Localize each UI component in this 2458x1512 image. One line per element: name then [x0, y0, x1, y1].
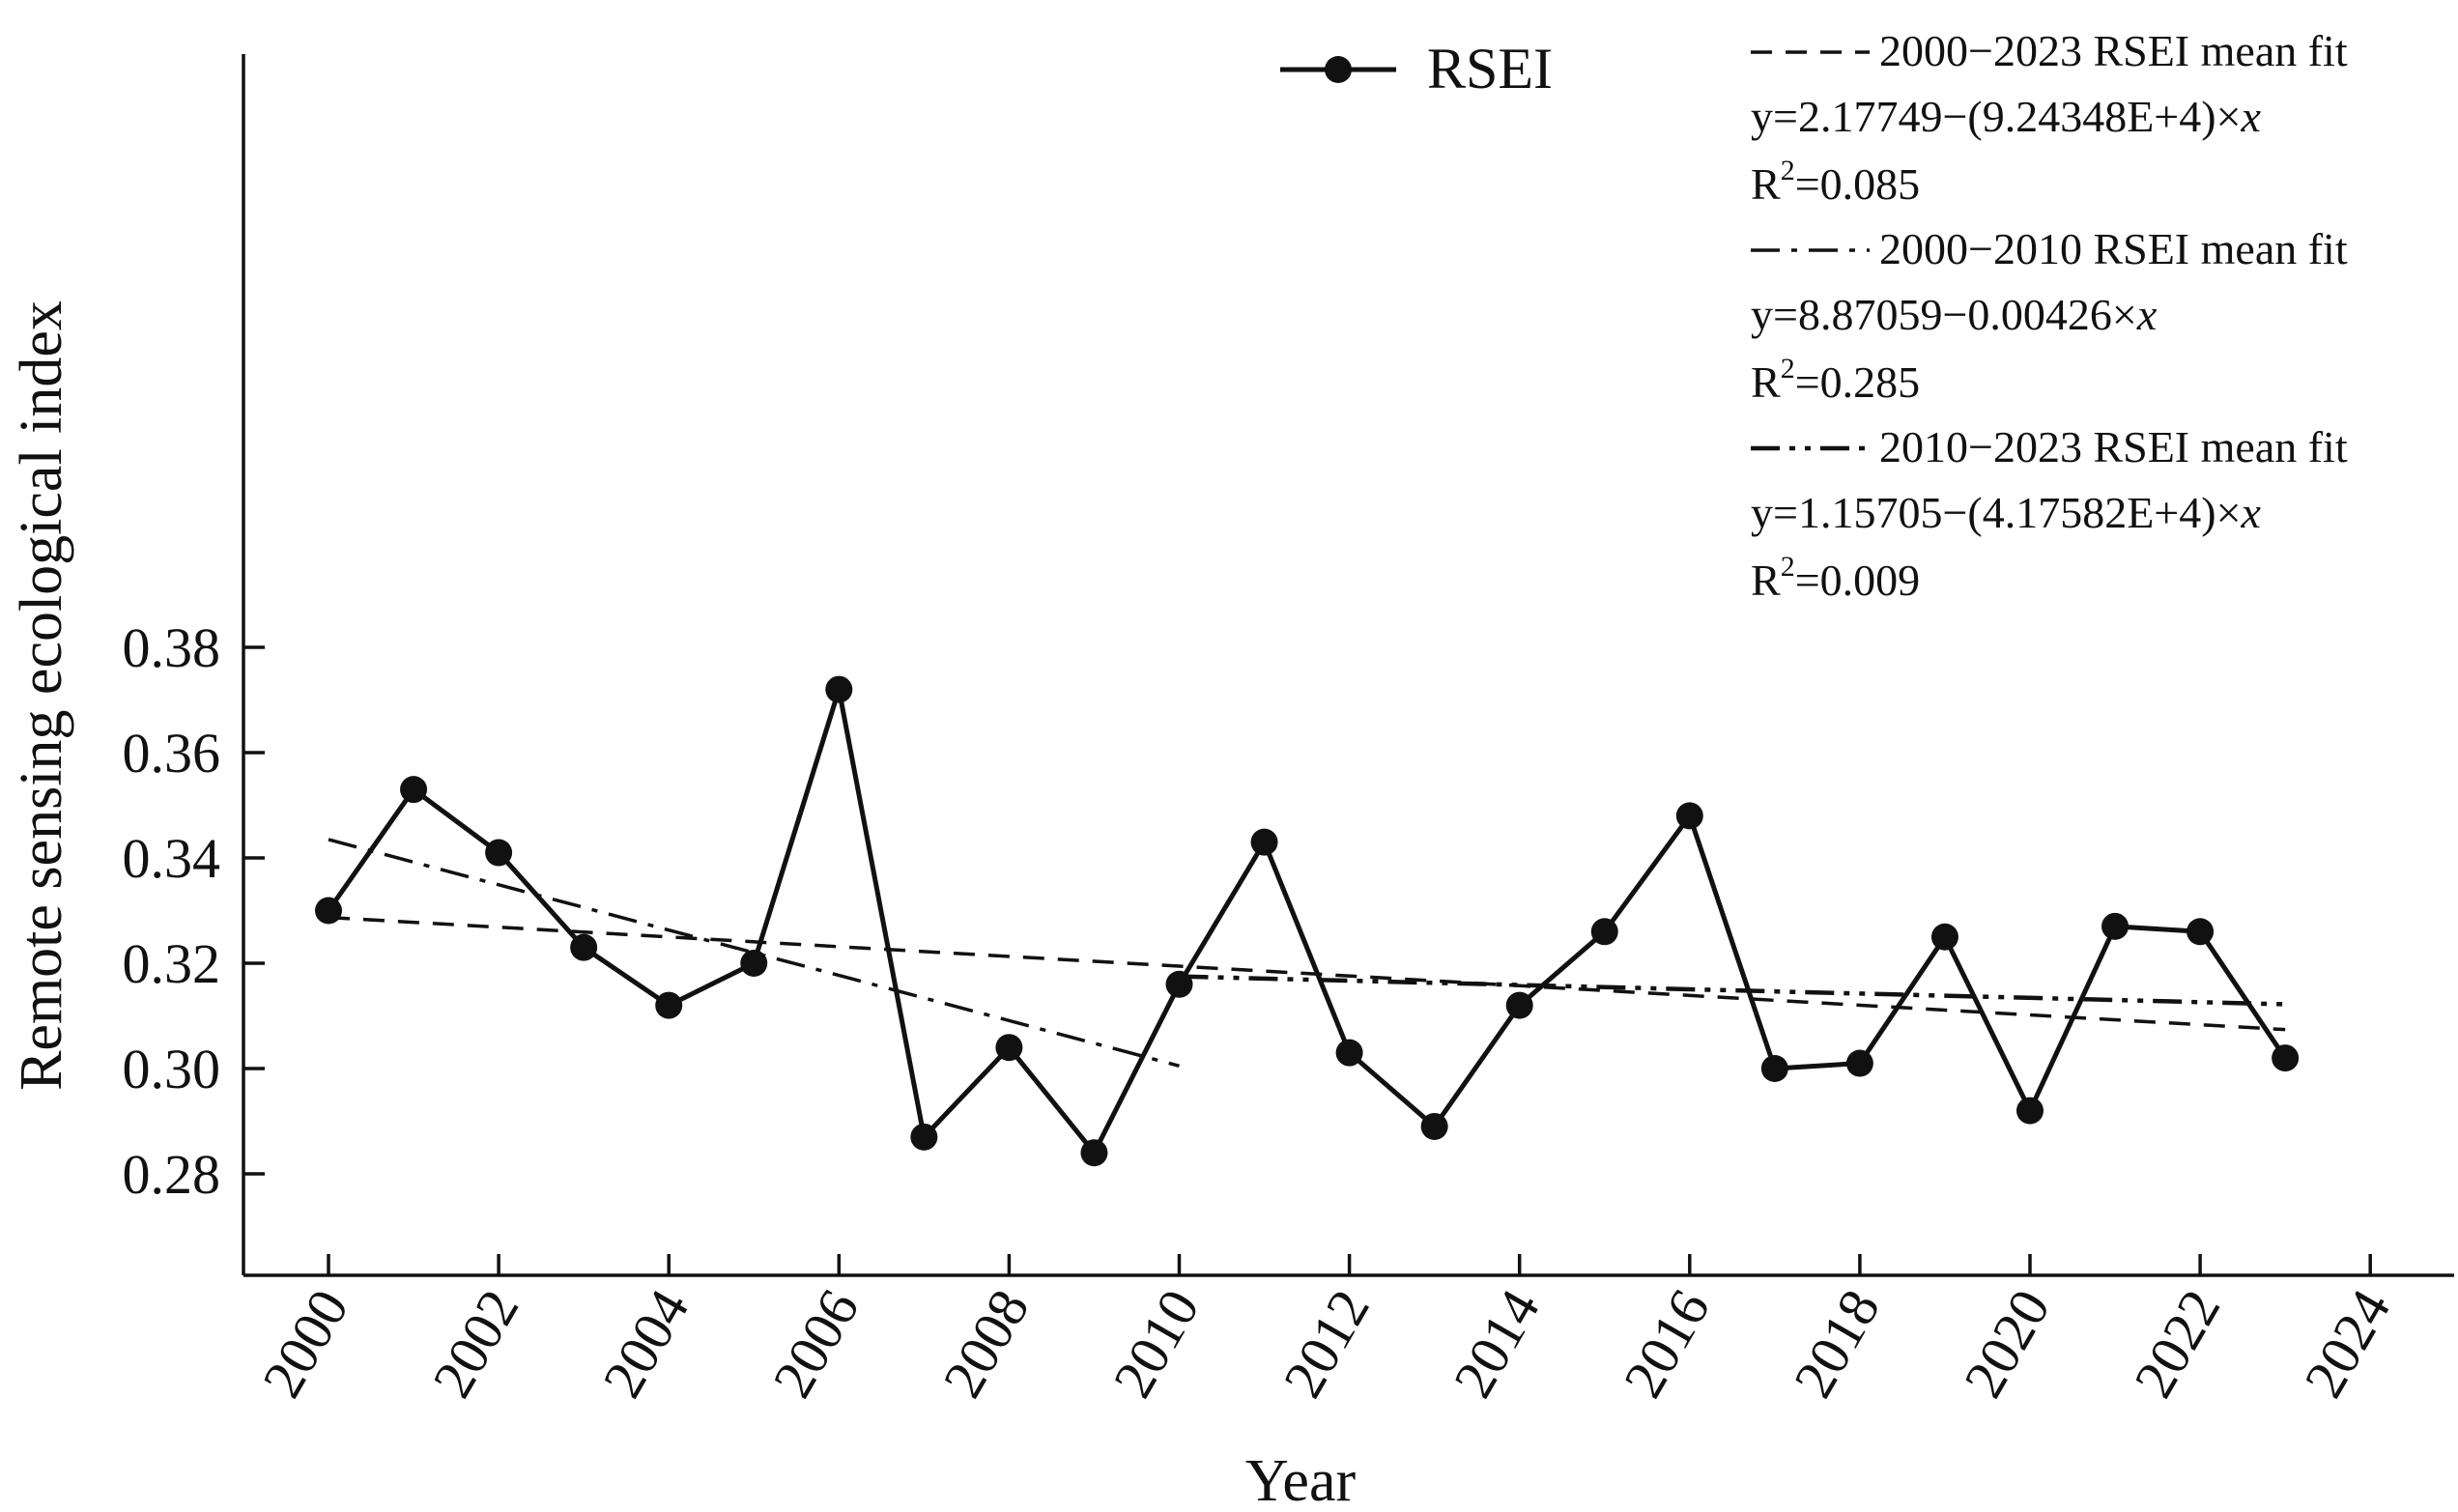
legend-fit-2000-2023-equation: y=2.17749−(9.24348E+4)×x [1751, 92, 2262, 141]
x-tick-label: 2000 [250, 1279, 360, 1408]
x-tick-label: 2018 [1782, 1279, 1892, 1408]
data-point [1760, 1055, 1788, 1082]
x-tick-label: 2006 [760, 1279, 871, 1408]
data-point [740, 950, 768, 977]
rsei-series-line [326, 687, 2288, 1155]
data-point [1675, 802, 1703, 830]
data-point [1505, 991, 1533, 1019]
data-point [995, 1034, 1023, 1062]
data-point [2186, 918, 2215, 946]
legend-fit-2000-2010-equation: y=8.87059−0.00426×x [1751, 290, 2158, 339]
legend-rsei-label: RSEI [1427, 37, 1553, 100]
legend-fit-2010-2023-r2: R2=0.009 [1751, 551, 1920, 605]
fit-line-dash-dot-dot [1179, 974, 2286, 1007]
data-point [1250, 828, 1278, 856]
x-tick-label: 2004 [590, 1279, 700, 1408]
data-point [910, 1123, 938, 1151]
legend: RSEI 2000−2023 RSEI mean fit y=2.17749−(… [1280, 26, 2348, 605]
data-point [1420, 1112, 1448, 1140]
data-point [2272, 1044, 2300, 1072]
legend-fit-2000-2010-r2: R2=0.285 [1751, 353, 1920, 407]
y-tick-label: 0.30 [123, 1038, 221, 1100]
x-tick-label: 2016 [1612, 1279, 1722, 1408]
x-tick-label: 2008 [930, 1279, 1041, 1408]
data-point [2101, 912, 2129, 940]
x-tick-label: 2010 [1100, 1279, 1211, 1408]
x-tick-label: 2002 [420, 1279, 530, 1408]
data-point [1165, 970, 1193, 998]
data-point [655, 991, 683, 1019]
data-point [825, 675, 853, 703]
data-point [2016, 1097, 2044, 1125]
legend-fit-2000-2023-label: 2000−2023 RSEI mean fit [1879, 26, 2348, 75]
x-tick-label: 2020 [1952, 1279, 2062, 1408]
y-tick-label: 0.34 [123, 827, 221, 890]
data-point [485, 839, 513, 867]
legend-fit-2010-2023-label: 2010−2023 RSEI mean fit [1879, 422, 2348, 471]
data-point [400, 776, 428, 804]
data-point [1080, 1139, 1108, 1167]
legend-rsei-marker [1325, 56, 1352, 83]
x-tick-label: 2012 [1272, 1279, 1382, 1408]
data-point [315, 897, 342, 925]
x-tick-label: 2024 [2292, 1279, 2402, 1408]
data-point [1930, 923, 1958, 951]
data-series [315, 675, 2300, 1167]
legend-fit-2000-2010-label: 2000−2010 RSEI mean fit [1879, 224, 2348, 273]
legend-fit-2000-2023-r2: R2=0.085 [1751, 155, 1920, 209]
x-tick-label: 2022 [2122, 1279, 2232, 1408]
legend-fit-2010-2023-equation: y=1.15705−(4.17582E+4)×x [1751, 488, 2262, 537]
y-tick-label: 0.32 [123, 932, 221, 995]
axes [242, 54, 2454, 1277]
y-tick-label: 0.36 [123, 722, 221, 785]
data-point [1845, 1049, 1873, 1077]
fit-line-dashed [328, 915, 2286, 1032]
y-tick-label: 0.28 [123, 1143, 221, 1206]
x-axis-title: Year [1245, 1448, 1357, 1512]
fit-lines [328, 838, 2286, 1068]
y-axis-title: Remote sensing ecological index [9, 300, 74, 1091]
data-point [570, 933, 598, 961]
data-point [1590, 918, 1618, 946]
y-tick-label: 0.38 [123, 616, 221, 679]
data-point [1335, 1039, 1363, 1067]
x-tick-label: 2014 [1442, 1279, 1552, 1408]
tick-labels: 0.28 0.30 0.32 0.34 0.36 0.38 2000 2002 2004 2006… [123, 616, 2403, 1408]
